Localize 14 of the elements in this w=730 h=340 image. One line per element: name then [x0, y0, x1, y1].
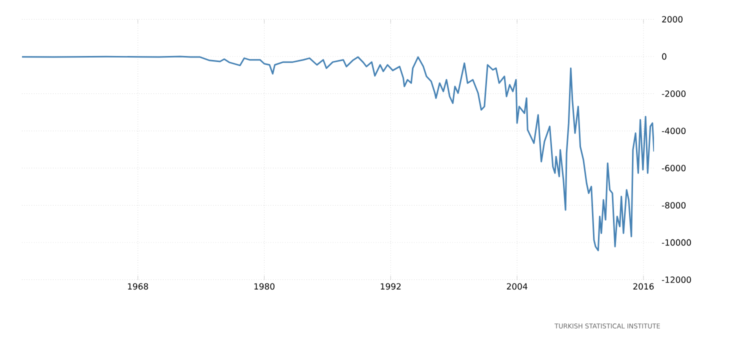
x-tick-label: 2004 — [506, 283, 528, 290]
x-tick-label: 1968 — [128, 283, 148, 290]
y-tick-label: 2000 — [662, 16, 683, 23]
line-series — [22, 56, 654, 252]
y-tick-label: 0 — [662, 53, 666, 60]
y-tick-label: -10000 — [662, 239, 691, 246]
x-tick-label: 1992 — [380, 283, 401, 290]
y-tick-label: -2000 — [662, 90, 686, 97]
y-tick-label: -12000 — [662, 276, 691, 283]
y-tick-label: -4000 — [662, 128, 686, 134]
y-tick-label: -6000 — [662, 164, 686, 172]
y-tick-label: -8000 — [662, 202, 686, 209]
x-tick-label: 1980 — [254, 283, 274, 290]
x-tick-label: 2016 — [633, 283, 654, 290]
